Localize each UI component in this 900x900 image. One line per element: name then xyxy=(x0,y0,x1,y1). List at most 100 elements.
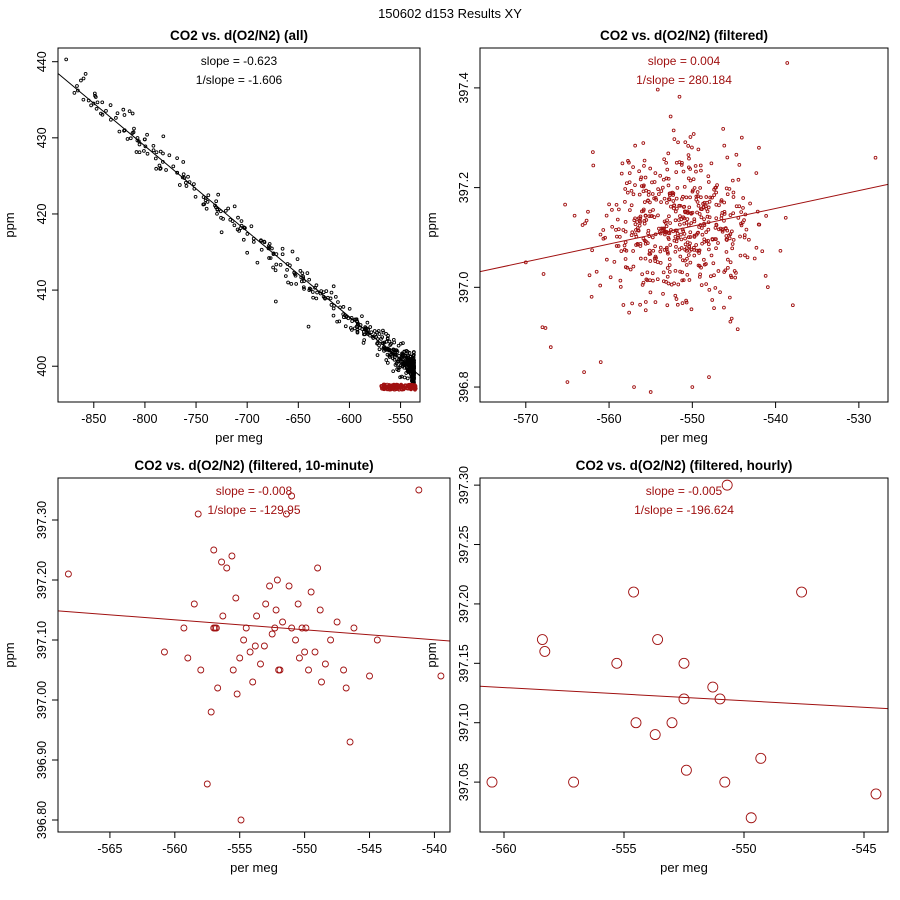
data-point xyxy=(641,207,646,212)
data-point xyxy=(650,271,655,276)
data-point xyxy=(115,111,120,116)
data-point xyxy=(611,657,623,669)
data-point xyxy=(232,223,237,228)
data-point xyxy=(128,136,133,141)
data-point xyxy=(336,300,340,304)
panel-title: CO2 vs. d(O2/N2) (filtered, 10-minute) xyxy=(134,458,373,473)
data-point xyxy=(242,624,250,632)
data-point xyxy=(214,684,222,692)
data-point xyxy=(636,228,641,233)
data-point xyxy=(403,383,408,388)
data-point xyxy=(631,264,636,269)
plot-frame xyxy=(479,477,889,833)
data-point xyxy=(796,586,808,598)
data-point xyxy=(302,624,310,632)
data-point xyxy=(406,386,411,391)
data-point xyxy=(412,358,416,363)
data-point xyxy=(239,223,244,228)
data-point xyxy=(668,114,673,119)
data-point xyxy=(701,205,706,209)
data-point xyxy=(743,253,747,258)
data-point xyxy=(667,257,672,262)
data-point xyxy=(674,228,679,233)
data-point xyxy=(245,232,250,236)
data-point xyxy=(392,355,397,359)
data-point xyxy=(632,218,637,223)
data-point xyxy=(260,642,268,650)
data-point xyxy=(686,144,691,148)
data-point xyxy=(213,203,217,208)
data-point xyxy=(653,244,657,249)
panel-title: CO2 vs. d(O2/N2) (all) xyxy=(170,28,308,43)
data-point xyxy=(663,230,668,235)
data-point xyxy=(665,303,670,308)
data-point xyxy=(100,112,105,117)
data-point xyxy=(755,752,767,764)
data-point xyxy=(707,375,711,379)
data-point xyxy=(625,265,630,270)
data-point xyxy=(300,271,305,276)
x-tick-label: -530 xyxy=(846,412,871,426)
y-tick-label: 397.05 xyxy=(457,763,471,801)
data-point xyxy=(706,242,711,247)
data-point xyxy=(607,202,611,207)
data-point xyxy=(368,325,373,329)
data-point xyxy=(642,164,646,168)
data-point xyxy=(614,202,619,207)
data-point xyxy=(257,660,264,668)
data-point xyxy=(653,232,658,237)
data-point xyxy=(355,322,360,327)
data-point xyxy=(667,197,672,202)
data-point xyxy=(679,232,683,237)
data-point xyxy=(306,324,311,329)
data-point xyxy=(714,693,726,705)
data-point xyxy=(280,246,285,251)
data-point xyxy=(724,250,729,254)
data-point xyxy=(647,189,651,194)
data-point xyxy=(215,207,220,211)
data-point xyxy=(710,195,714,200)
data-point xyxy=(391,387,395,391)
data-point xyxy=(640,209,644,214)
data-point xyxy=(355,327,360,332)
data-point xyxy=(688,167,692,171)
data-point xyxy=(270,246,274,251)
data-point xyxy=(245,250,250,255)
data-point xyxy=(272,606,280,614)
data-point xyxy=(738,253,743,258)
y-tick-label: 397.4 xyxy=(457,72,471,103)
data-point xyxy=(305,666,312,674)
data-point xyxy=(292,636,299,644)
data-point xyxy=(396,343,401,348)
data-point xyxy=(365,320,370,325)
data-point xyxy=(211,624,219,632)
data-point xyxy=(643,213,648,218)
data-point xyxy=(210,546,218,554)
data-point xyxy=(648,200,652,205)
data-point xyxy=(192,186,197,191)
data-point xyxy=(401,354,405,358)
data-point xyxy=(686,176,691,181)
data-point xyxy=(142,149,146,153)
data-point xyxy=(411,362,416,366)
x-tick-label: -550 xyxy=(292,842,317,856)
data-point xyxy=(631,192,636,197)
data-point xyxy=(674,297,679,301)
data-point xyxy=(682,216,687,221)
y-tick-label: 397.0 xyxy=(457,272,471,303)
data-point xyxy=(183,180,188,185)
data-point xyxy=(666,251,670,256)
data-point xyxy=(157,163,162,168)
data-point xyxy=(691,177,696,182)
data-point xyxy=(650,235,655,240)
data-point xyxy=(629,203,634,208)
data-point xyxy=(633,216,637,221)
data-point xyxy=(646,193,651,197)
data-point xyxy=(694,243,699,247)
data-point xyxy=(649,729,661,741)
data-point xyxy=(630,230,635,235)
data-point xyxy=(661,177,666,182)
data-point xyxy=(151,148,156,153)
data-point xyxy=(182,176,187,180)
y-tick-label: 396.90 xyxy=(35,741,49,779)
